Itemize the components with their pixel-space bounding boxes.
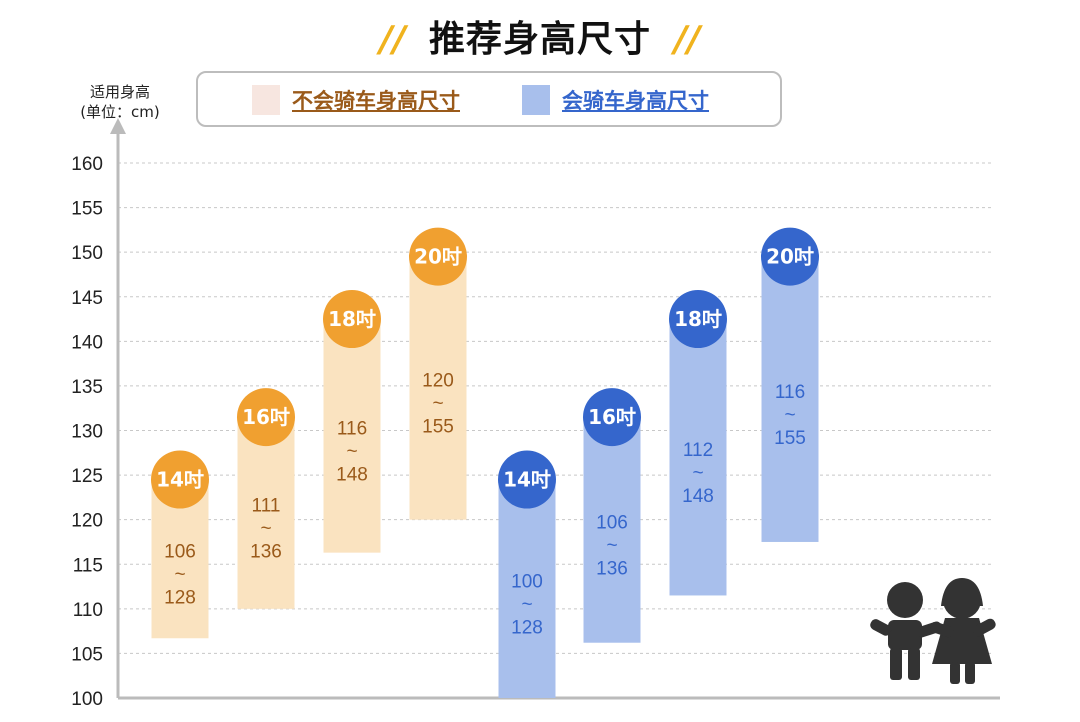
legend-swatch-orange [252,85,280,115]
bar-badge-orange-14吋 [151,450,209,509]
bar-min-label-orange-18吋: 116 [337,418,367,439]
bar-badge-blue-18吋 [669,290,727,349]
bar-orange-16吋 [237,417,295,609]
bar-max-label-blue-14吋: 128 [511,617,543,638]
y-tick-label-100: 100 [71,689,103,710]
y-tick-label-160: 160 [71,154,103,175]
bar-sep-label-blue-14吋: ~ [521,594,532,615]
y-tick-label-115: 115 [73,555,103,576]
bar-layer: 14吋106~12816吋111~13618吋116~14820吋120~155… [151,227,819,698]
y-tick-label-110: 110 [73,600,103,621]
bar-min-label-blue-18吋: 112 [683,440,713,461]
legend-item-riding: 会骑车身高尺寸 [522,85,709,115]
bar-sep-label-orange-16吋: ~ [260,518,271,539]
y-axis-title: 适用身高 [89,83,150,101]
children-icon [870,578,996,684]
bar-badge-blue-20吋 [761,227,819,286]
bar-badge-orange-16吋 [237,388,295,447]
bar-sep-label-orange-18吋: ~ [346,441,357,462]
axis-layer: 100 105 110 115 120 125 130 135 140 145 150 155 160 [71,118,1000,710]
legend-label-riding: 会骑车身高尺寸 [562,89,709,113]
bar-size-label-blue-18吋: 18吋 [674,307,722,331]
legend-item-not-riding: 不会骑车身高尺寸 [252,85,460,115]
bar-max-label-blue-20吋: 155 [774,428,806,449]
title-deco-right: // [674,19,701,60]
bar-max-label-orange-18吋: 148 [336,464,368,485]
bar-max-label-orange-16吋: 136 [250,541,282,562]
y-tick-label-155: 155 [71,199,103,220]
chart-title: 推荐身高尺寸 [428,19,651,60]
y-tick-label-135: 135 [71,377,103,398]
bar-sep-label-blue-18吋: ~ [692,463,703,484]
bar-sep-label-orange-14吋: ~ [174,564,185,585]
bar-min-label-orange-16吋: 111 [252,495,281,516]
bar-min-label-orange-14吋: 106 [164,541,196,562]
legend-swatch-blue [522,85,550,115]
bar-badge-blue-14吋 [498,450,556,509]
bar-size-label-blue-20吋: 20吋 [766,245,814,269]
bar-size-label-blue-16吋: 16吋 [588,405,636,429]
y-axis-label: 适用身高 (单位：cm) [70,82,170,122]
bar-blue-18吋 [669,319,727,596]
bar-max-label-orange-20吋: 155 [422,417,454,438]
bar-max-label-blue-18吋: 148 [682,486,714,507]
bar-size-label-orange-18吋: 18吋 [328,307,376,331]
bar-max-label-blue-16吋: 136 [596,558,628,579]
y-axis-unit: (单位：cm) [80,103,160,121]
bar-blue-16吋 [583,417,641,643]
bar-badge-blue-16吋 [583,388,641,447]
bar-min-label-orange-20吋: 120 [422,371,454,392]
bar-sep-label-orange-20吋: ~ [432,394,443,415]
title-deco-left: // [379,19,406,60]
bar-badge-orange-20吋 [409,227,467,286]
bar-min-label-blue-20吋: 116 [775,382,805,403]
y-axis-arrow [110,118,126,134]
bar-blue-14吋 [498,479,556,698]
y-tick-label-105: 105 [71,644,103,665]
y-tick-label-145: 145 [71,288,103,309]
y-tick-label-120: 120 [71,511,103,532]
chart-legend: 不会骑车身高尺寸 会骑车身高尺寸 [196,71,782,127]
bar-size-label-orange-14吋: 14吋 [156,468,204,492]
bar-orange-20吋 [409,256,467,520]
y-tick-label-140: 140 [71,332,103,353]
bar-size-label-blue-14吋: 14吋 [503,468,551,492]
bar-min-label-blue-16吋: 106 [596,512,628,533]
chart-title-bar: // 推荐身高尺寸 // [0,10,1080,62]
bar-badge-orange-18吋 [323,290,381,349]
bar-min-label-blue-14吋: 100 [511,571,543,592]
y-tick-label-150: 150 [71,243,103,264]
y-tick-label-125: 125 [71,466,103,487]
bar-size-label-orange-16吋: 16吋 [242,405,290,429]
y-tick-label-130: 130 [71,422,103,443]
bar-sep-label-blue-16吋: ~ [606,535,617,556]
bar-orange-18吋 [323,319,381,553]
bar-max-label-orange-14吋: 128 [164,587,196,608]
bar-size-label-orange-20吋: 20吋 [414,245,462,269]
bar-sep-label-blue-20吋: ~ [784,405,795,426]
bar-blue-20吋 [761,256,819,542]
legend-label-not-riding: 不会骑车身高尺寸 [292,89,460,113]
